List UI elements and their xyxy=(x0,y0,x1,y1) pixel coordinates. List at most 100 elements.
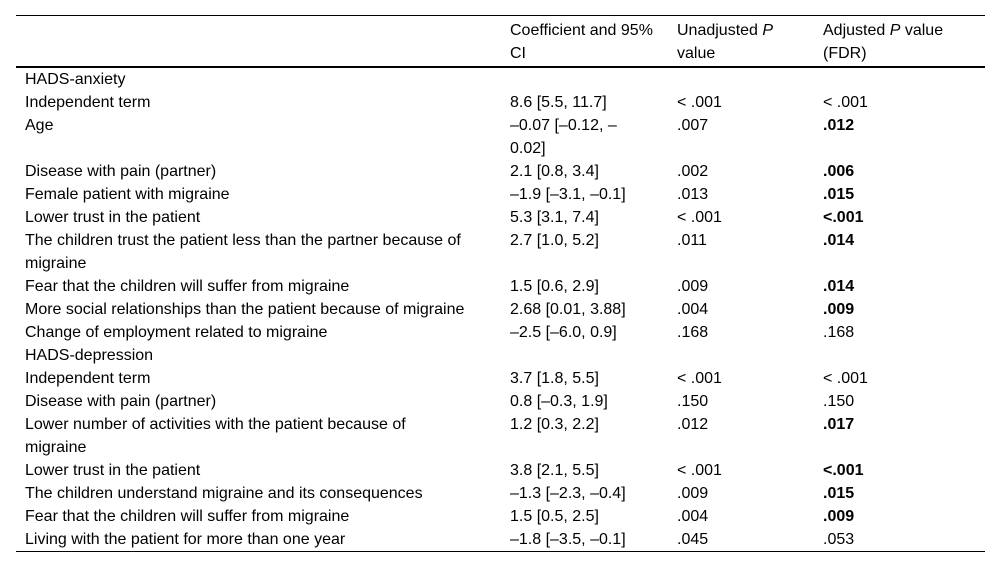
row-label-cell: Disease with pain (partner) xyxy=(25,163,217,180)
unadjusted-p-cell xyxy=(677,344,823,367)
row-label-cell: Fear that the children will suffer from … xyxy=(25,278,350,295)
table-header: Coefficient and 95% CI Unadjusted P value… xyxy=(16,15,985,68)
unadjusted-p-header: Unadjusted P value xyxy=(677,15,823,68)
unadjusted-p-cell: .011 xyxy=(677,232,707,249)
row-label-cell: Change of employment related to migraine xyxy=(25,324,328,341)
unadjusted-p-cell: .004 xyxy=(677,301,709,318)
adjusted-p-header: Adjusted P value (FDR) xyxy=(823,15,985,68)
unadjusted-p-cell: .013 xyxy=(677,186,709,203)
table-row: Lower trust in the patient 3.8 [2.1, 5.5]… xyxy=(16,459,985,482)
adjusted-p-cell: <.001 xyxy=(823,209,864,226)
unadjusted-p-cell: < .001 xyxy=(677,370,722,387)
row-label-cell: Independent term xyxy=(25,94,151,111)
header-italic-p: P xyxy=(762,22,774,39)
unadjusted-p-cell: < .001 xyxy=(677,462,722,479)
coefficient-cell: –1.9 [–3.1, –0.1] xyxy=(510,186,626,203)
unadjusted-p-cell: .002 xyxy=(677,163,709,180)
row-label-cell: Fear that the children will suffer from … xyxy=(25,508,350,525)
coefficient-cell: 1.5 [0.6, 2.9] xyxy=(510,278,599,295)
adjusted-p-cell: <.001 xyxy=(823,462,864,479)
table-body: HADS-anxiety Independent term 8.6 [5.5, 11… xyxy=(16,67,985,552)
coefficient-cell xyxy=(510,67,677,91)
coefficient-cell: –0.07 [–0.12, –0.02] xyxy=(510,117,617,157)
row-label-cell: More social relationships than the patie… xyxy=(25,301,465,318)
header-text: Coefficient and 95% CI xyxy=(510,22,653,62)
coefficient-cell: 2.1 [0.8, 3.4] xyxy=(510,163,599,180)
coefficient-ci-header: Coefficient and 95% CI xyxy=(510,15,677,68)
row-label-cell: Lower trust in the patient xyxy=(25,209,201,226)
adjusted-p-cell: .015 xyxy=(823,485,855,502)
header-italic-p: P xyxy=(889,22,901,39)
row-label-cell: Living with the patient for more than on… xyxy=(25,531,346,548)
table-row: Lower trust in the patient 5.3 [3.1, 7.4]… xyxy=(16,206,985,229)
row-label-cell: Disease with pain (partner) xyxy=(25,393,217,410)
adjusted-p-cell: .009 xyxy=(823,508,855,525)
row-label-cell: Independent term xyxy=(25,370,151,387)
adjusted-p-cell: .014 xyxy=(823,232,855,249)
unadjusted-p-cell: .150 xyxy=(677,393,709,410)
coefficient-cell: –2.5 [–6.0, 0.9] xyxy=(510,324,617,341)
coefficient-cell: –1.3 [–2.3, –0.4] xyxy=(510,485,626,502)
unadjusted-p-cell: .004 xyxy=(677,508,709,525)
header-text: Unadjusted xyxy=(677,22,763,39)
coefficient-cell: 3.7 [1.8, 5.5] xyxy=(510,370,599,387)
section-row: HADS-depression xyxy=(16,344,985,367)
header-row: Coefficient and 95% CI Unadjusted P value… xyxy=(16,15,985,68)
adjusted-p-cell: .009 xyxy=(823,301,855,318)
row-label-cell: HADS-anxiety xyxy=(25,71,126,88)
table-row: Independent term 8.6 [5.5, 11.7] < .001 < .… xyxy=(16,91,985,114)
unadjusted-p-cell: .012 xyxy=(677,416,709,433)
coefficient-cell: 5.3 [3.1, 7.4] xyxy=(510,209,599,226)
table-row: Independent term 3.7 [1.8, 5.5] < .001 < .0… xyxy=(16,367,985,390)
table-row: Age –0.07 [–0.12, –0.02] .007 .012 xyxy=(16,114,985,160)
row-label-cell: Female patient with migraine xyxy=(25,186,230,203)
row-label-header xyxy=(16,15,510,68)
adjusted-p-cell: .017 xyxy=(823,416,855,433)
unadjusted-p-cell: .007 xyxy=(677,117,709,134)
table-row: More social relationships than the patie… xyxy=(16,298,985,321)
adjusted-p-cell xyxy=(823,67,985,91)
adjusted-p-cell: .015 xyxy=(823,186,855,203)
table-row: Fear that the children will suffer from … xyxy=(16,505,985,528)
table-row: Lower number of activities with the pati… xyxy=(16,413,985,459)
unadjusted-p-cell: < .001 xyxy=(677,209,722,226)
unadjusted-p-cell: .045 xyxy=(677,531,709,548)
adjusted-p-cell: .006 xyxy=(823,163,855,180)
table-row: The children trust the patient less than… xyxy=(16,229,985,275)
header-text: value (FDR) xyxy=(823,22,944,62)
regression-results-table: Coefficient and 95% CI Unadjusted P value… xyxy=(16,15,985,552)
adjusted-p-cell: < .001 xyxy=(823,94,868,111)
coefficient-cell: 8.6 [5.5, 11.7] xyxy=(510,94,607,111)
table-row: Fear that the children will suffer from … xyxy=(16,275,985,298)
adjusted-p-cell: .014 xyxy=(823,278,855,295)
unadjusted-p-cell: .168 xyxy=(677,324,709,341)
coefficient-cell: –1.8 [–3.5, –0.1] xyxy=(510,531,626,548)
coefficient-cell xyxy=(510,344,677,367)
table-row: The children understand migraine and its… xyxy=(16,482,985,505)
header-text: Adjusted xyxy=(823,22,890,39)
table-row: Female patient with migraine –1.9 [–3.1, … xyxy=(16,183,985,206)
table-row: Living with the patient for more than on… xyxy=(16,528,985,552)
row-label-cell: The children understand migraine and its… xyxy=(25,485,423,502)
table-row: Disease with pain (partner) 0.8 [–0.3, 1.… xyxy=(16,390,985,413)
row-label-cell: Lower trust in the patient xyxy=(25,462,201,479)
adjusted-p-cell: .168 xyxy=(823,324,855,341)
coefficient-cell: 1.5 [0.5, 2.5] xyxy=(510,508,599,525)
row-label-cell: The children trust the patient less than… xyxy=(25,232,461,272)
results-table-container: Coefficient and 95% CI Unadjusted P value… xyxy=(16,15,985,552)
row-label-cell: Age xyxy=(25,117,54,134)
table-row: Change of employment related to migraine… xyxy=(16,321,985,344)
unadjusted-p-cell: .009 xyxy=(677,278,709,295)
header-text: value xyxy=(677,45,716,62)
adjusted-p-cell: .053 xyxy=(823,531,855,548)
unadjusted-p-cell xyxy=(677,67,823,91)
row-label-cell: HADS-depression xyxy=(25,347,154,364)
adjusted-p-cell: < .001 xyxy=(823,370,868,387)
section-row: HADS-anxiety xyxy=(16,67,985,91)
adjusted-p-cell xyxy=(823,344,985,367)
coefficient-cell: 1.2 [0.3, 2.2] xyxy=(510,416,599,433)
coefficient-cell: 3.8 [2.1, 5.5] xyxy=(510,462,599,479)
coefficient-cell: 2.7 [1.0, 5.2] xyxy=(510,232,599,249)
adjusted-p-cell: .150 xyxy=(823,393,855,410)
unadjusted-p-cell: .009 xyxy=(677,485,709,502)
